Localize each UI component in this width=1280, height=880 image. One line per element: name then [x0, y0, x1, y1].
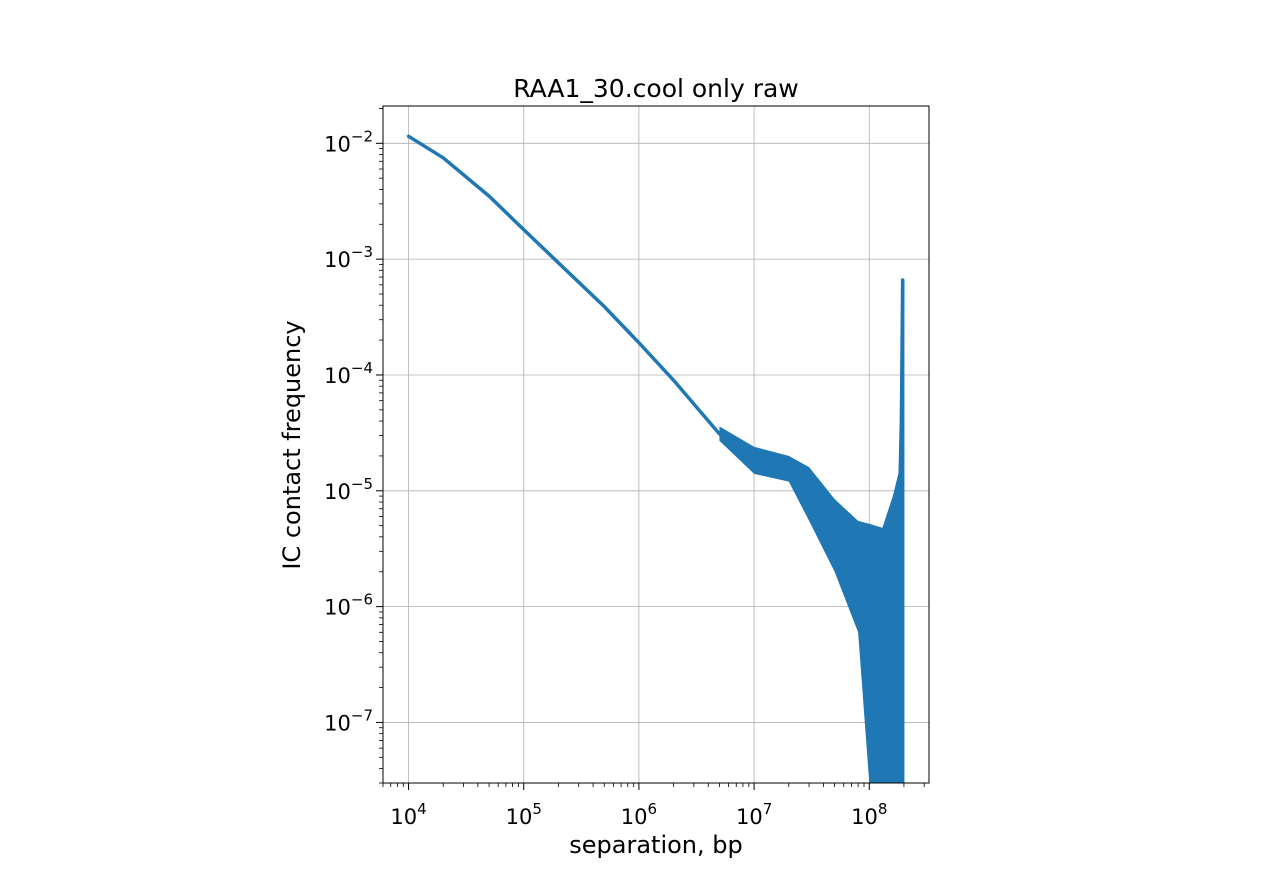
y-tick-label: 10−6	[324, 591, 373, 620]
x-tick-label: 108	[851, 800, 887, 829]
series-noise-band	[719, 426, 902, 783]
chart-title: RAA1_30.cool only raw	[513, 74, 799, 103]
y-tick-label: 10−5	[324, 475, 373, 504]
x-tick-label: 104	[390, 800, 426, 829]
y-tick-label: 10−2	[324, 127, 373, 156]
series-line	[406, 134, 905, 620]
x-tick-label: 107	[736, 800, 772, 829]
y-axis-label: IC contact frequency	[278, 320, 306, 569]
ticks: 104 105 106 107 108 10−2 10−3 10−4 10−5 10−6 10−7	[324, 108, 925, 829]
x-axis-label: separation, bp	[569, 831, 742, 859]
y-tick-label: 10−4	[324, 359, 373, 388]
y-tick-label: 10−7	[324, 706, 373, 735]
grid-lines	[383, 106, 929, 783]
plot-frame	[382, 105, 930, 784]
x-tick-label: 105	[506, 800, 542, 829]
x-tick-label: 106	[621, 800, 657, 829]
data-layer	[406, 134, 905, 783]
y-tick-label: 10−3	[324, 243, 373, 272]
